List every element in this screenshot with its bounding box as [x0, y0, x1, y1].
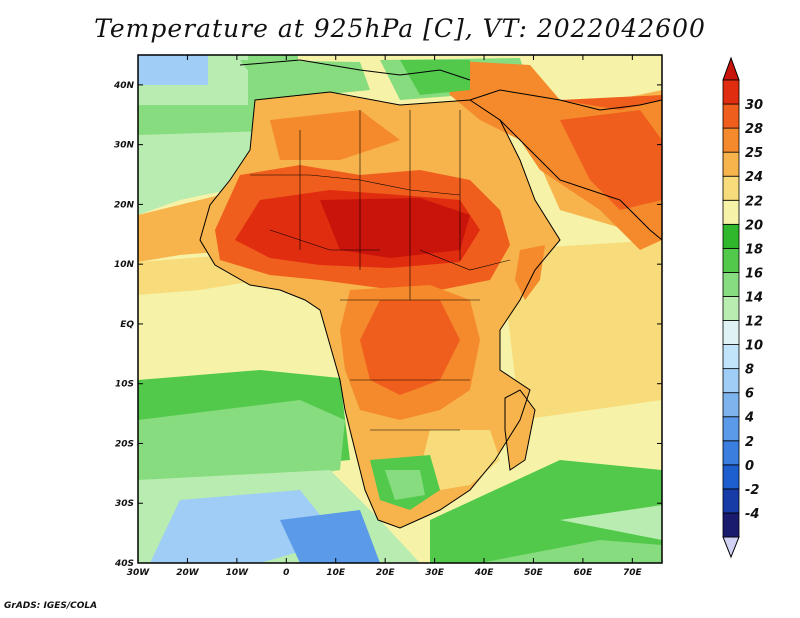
colorbar-swatch	[722, 127, 740, 153]
lon-tick-label: 0	[283, 568, 289, 578]
colorbar-label: 12	[745, 315, 763, 330]
colorbar-label: -2	[745, 483, 759, 498]
chart-title: Temperature at 925hPa [C], VT: 202204260…	[94, 14, 706, 43]
colorbar-swatch	[722, 79, 740, 105]
colorbar-swatch	[722, 175, 740, 201]
lon-tick-label: 70E	[623, 568, 643, 578]
lon-tick-label: 10E	[326, 568, 346, 578]
lon-tick-label: 60E	[574, 568, 594, 578]
colorbar-over-arrow	[722, 56, 740, 81]
lat-tick-label: 30N	[114, 141, 135, 151]
colorbar-label: 16	[745, 266, 763, 281]
colorbar-swatch	[722, 392, 740, 418]
lon-tick-label: 30W	[127, 568, 151, 578]
lat-tick-label: 40N	[113, 81, 135, 91]
colorbar-swatch	[722, 368, 740, 394]
colorbar-label: 0	[745, 459, 754, 474]
colorbar-label: 25	[745, 146, 763, 161]
lon-tick-label: 20E	[376, 568, 396, 578]
colorbar-swatch	[722, 199, 740, 225]
colorbar-swatch	[722, 512, 740, 538]
colorbar-label: 30	[745, 98, 763, 113]
colorbar-swatch	[722, 151, 740, 177]
colorbar-swatch	[722, 320, 740, 345]
colorbar-swatch	[722, 464, 740, 490]
lat-tick-label: 20S	[115, 439, 134, 449]
colorbar-swatch	[722, 223, 740, 249]
lon-tick-label: 20W	[176, 568, 200, 578]
lon-tick-label: 40E	[474, 568, 495, 578]
colorbar-label: 24	[745, 170, 763, 185]
lon-tick-label: 30E	[425, 568, 445, 578]
colorbar-swatch	[722, 488, 740, 514]
colorbar-swatch	[722, 440, 740, 466]
colorbar-label: 4	[744, 411, 754, 426]
colorbar-label: 20	[745, 218, 763, 233]
colorbar-label: -4	[745, 507, 759, 522]
lat-tick-label: EQ	[120, 320, 134, 330]
credit-label: GrADS: IGES/COLA	[4, 601, 98, 611]
colorbar-label: 22	[745, 194, 763, 209]
lat-tick-label: 40S	[114, 559, 134, 569]
colorbar-under-arrow	[722, 536, 740, 559]
colorbar-label: 2	[745, 435, 754, 450]
temperature-field	[138, 55, 662, 563]
colorbar-swatch	[722, 247, 740, 273]
colorbar-label: 8	[745, 363, 754, 378]
lat-tick-label: 10N	[114, 260, 135, 270]
colorbar-swatch	[722, 416, 740, 442]
axis-ticks: 30W 20W 10W 0 10E 20E 30E 40E 50E 60E 70E 40N 30N 20N…	[113, 55, 662, 578]
country-borders	[250, 110, 511, 431]
plot-frame	[137, 54, 663, 564]
colorbar-label: 18	[745, 242, 763, 257]
colorbar-swatch	[722, 344, 740, 370]
colorbar-swatch	[722, 296, 740, 321]
colorbar-label: 10	[745, 339, 763, 354]
colorbar-swatch	[722, 272, 740, 297]
colorbar-label: 28	[745, 122, 763, 137]
lon-tick-label: 10W	[226, 568, 250, 578]
colorbar-swatch	[722, 103, 740, 129]
lat-tick-label: 20N	[114, 200, 135, 210]
coastlines	[199, 59, 662, 529]
lat-tick-label: 10S	[115, 380, 134, 390]
lon-tick-label: 50E	[524, 568, 544, 578]
colorbar-label: 14	[745, 290, 763, 305]
colorbar-label: 6	[745, 387, 754, 402]
lat-tick-label: 30S	[115, 499, 134, 509]
